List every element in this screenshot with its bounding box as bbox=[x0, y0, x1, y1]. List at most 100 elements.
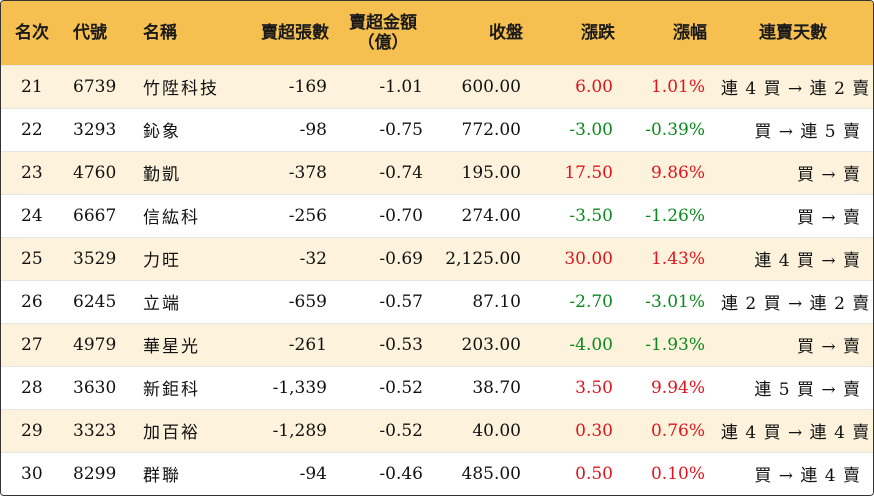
shares-cell: -378 bbox=[288, 162, 327, 183]
consecutive-days-cell: 買 → 連 5 賣 bbox=[754, 122, 861, 142]
change-cell: 17.50 bbox=[564, 162, 613, 183]
change-cell: -3.50 bbox=[569, 205, 613, 226]
close-cell: 203.00 bbox=[461, 334, 521, 355]
name-cell: 加百裕 bbox=[143, 423, 200, 443]
consecutive-days-cell: 買 → 賣 bbox=[796, 208, 861, 228]
table-row: 23 4760 勤凱 -378 -0.74 195.00 17.50 9.86% 買 → 賣 bbox=[1, 151, 873, 194]
close-cell: 274.00 bbox=[461, 205, 521, 226]
change-cell: -4.00 bbox=[569, 334, 613, 355]
close-cell: 195.00 bbox=[461, 162, 521, 183]
rank-cell: 24 bbox=[21, 205, 43, 226]
change-pct-cell: -3.01% bbox=[645, 291, 705, 312]
table-row: 29 3323 加百裕 -1,289 -0.52 40.00 0.30 0.76% 連 4 買 … bbox=[1, 409, 873, 452]
change-pct-cell: 1.01% bbox=[650, 76, 705, 97]
table-row: 27 4979 華星光 -261 -0.53 203.00 -4.00 -1.93% 買 → 賣 bbox=[1, 323, 873, 366]
change-cell: 30.00 bbox=[564, 248, 613, 269]
header-sell-over-amount-line1: 賣超金額 bbox=[349, 12, 417, 33]
close-cell: 485.00 bbox=[461, 463, 521, 484]
table-row: 28 3630 新鉅科 -1,339 -0.52 38.70 3.50 9.94% 連 5 買 … bbox=[1, 366, 873, 409]
rank-cell: 23 bbox=[21, 162, 43, 183]
code-cell: 3293 bbox=[73, 119, 117, 140]
amount-cell: -0.53 bbox=[379, 334, 423, 355]
shares-cell: -261 bbox=[288, 334, 327, 355]
name-cell: 新鉅科 bbox=[143, 380, 200, 400]
name-cell: 群聯 bbox=[143, 466, 181, 487]
header-sell-over-amount-line2: （億） bbox=[357, 32, 409, 53]
header-close: 收盤 bbox=[489, 22, 523, 43]
header-sell-over-amount: 賣超金額 （億） bbox=[335, 1, 431, 65]
code-cell: 6667 bbox=[73, 205, 117, 226]
header-consecutive-days: 連賣天數 bbox=[759, 22, 827, 43]
shares-cell: -169 bbox=[288, 76, 327, 97]
header-row: 名次 代號 名稱 賣超張數 賣超金額 （億） 收盤 漲跌 漲幅 連賣天數 bbox=[1, 1, 873, 65]
change-cell: 6.00 bbox=[575, 76, 613, 97]
rank-cell: 26 bbox=[21, 291, 43, 312]
code-cell: 6245 bbox=[73, 291, 117, 312]
name-cell: 鈊象 bbox=[143, 122, 181, 142]
rank-cell: 29 bbox=[21, 420, 43, 441]
code-cell: 6739 bbox=[73, 76, 117, 97]
close-cell: 600.00 bbox=[461, 76, 521, 97]
rank-cell: 25 bbox=[21, 248, 43, 269]
table-row: 21 6739 竹陞科技 -169 -1.01 600.00 6.00 1.01% 連 4 買 … bbox=[1, 65, 873, 108]
change-pct-cell: 0.10% bbox=[650, 463, 705, 484]
header-code: 代號 bbox=[73, 22, 107, 43]
change-pct-cell: 9.86% bbox=[650, 162, 705, 183]
close-cell: 40.00 bbox=[472, 420, 521, 441]
table-row: 30 8299 群聯 -94 -0.46 485.00 0.50 0.10% 買 → 連 4 賣 bbox=[1, 452, 873, 495]
consecutive-days-cell: 買 → 連 4 賣 bbox=[754, 466, 861, 487]
rank-cell: 27 bbox=[21, 334, 43, 355]
header-change-pct: 漲幅 bbox=[673, 22, 707, 43]
name-cell: 華星光 bbox=[143, 337, 200, 357]
change-cell: 3.50 bbox=[575, 377, 613, 398]
shares-cell: -1,289 bbox=[272, 420, 327, 441]
code-cell: 3323 bbox=[73, 420, 117, 441]
consecutive-days-cell: 買 → 賣 bbox=[796, 165, 861, 185]
code-cell: 3529 bbox=[73, 248, 117, 269]
amount-cell: -0.69 bbox=[379, 248, 423, 269]
rank-cell: 28 bbox=[21, 377, 43, 398]
change-pct-cell: 1.43% bbox=[650, 248, 705, 269]
shares-cell: -659 bbox=[288, 291, 327, 312]
shares-cell: -32 bbox=[299, 248, 327, 269]
amount-cell: -0.75 bbox=[379, 119, 423, 140]
change-cell: -2.70 bbox=[569, 291, 613, 312]
shares-cell: -256 bbox=[288, 205, 327, 226]
consecutive-days-cell: 連 4 買 → 連 2 賣 bbox=[721, 79, 871, 99]
close-cell: 2,125.00 bbox=[445, 248, 521, 269]
code-cell: 8299 bbox=[73, 463, 117, 484]
change-pct-cell: 9.94% bbox=[650, 377, 705, 398]
table-row: 25 3529 力旺 -32 -0.69 2,125.00 30.00 1.43% 連 4 買 … bbox=[1, 237, 873, 280]
code-cell: 4760 bbox=[73, 162, 117, 183]
consecutive-days-cell: 連 5 買 → 賣 bbox=[754, 380, 861, 400]
code-cell: 4979 bbox=[73, 334, 117, 355]
table-row: 22 3293 鈊象 -98 -0.75 772.00 -3.00 -0.39% 買 → 連 5… bbox=[1, 108, 873, 151]
change-pct-cell: -0.39% bbox=[645, 119, 705, 140]
header-name: 名稱 bbox=[143, 22, 177, 43]
rank-cell: 22 bbox=[21, 119, 43, 140]
rank-cell: 30 bbox=[21, 463, 43, 484]
close-cell: 38.70 bbox=[472, 377, 521, 398]
name-cell: 竹陞科技 bbox=[143, 79, 219, 99]
table-body: 21 6739 竹陞科技 -169 -1.01 600.00 6.00 1.01% 連 4 買 … bbox=[1, 65, 873, 495]
header-sell-over-shares: 賣超張數 bbox=[261, 22, 329, 43]
amount-cell: -0.46 bbox=[379, 463, 423, 484]
close-cell: 87.10 bbox=[472, 291, 521, 312]
code-cell: 3630 bbox=[73, 377, 117, 398]
rank-cell: 21 bbox=[21, 76, 43, 97]
change-pct-cell: -1.26% bbox=[645, 205, 705, 226]
change-pct-cell: -1.93% bbox=[645, 334, 705, 355]
name-cell: 力旺 bbox=[143, 251, 181, 271]
name-cell: 勤凱 bbox=[143, 165, 181, 185]
amount-cell: -0.52 bbox=[379, 420, 423, 441]
change-cell: 0.50 bbox=[575, 463, 613, 484]
consecutive-days-cell: 連 4 買 → 賣 bbox=[754, 251, 861, 271]
shares-cell: -1,339 bbox=[272, 377, 327, 398]
amount-cell: -0.74 bbox=[379, 162, 423, 183]
close-cell: 772.00 bbox=[461, 119, 521, 140]
change-cell: -3.00 bbox=[569, 119, 613, 140]
header-rank: 名次 bbox=[15, 22, 49, 43]
change-cell: 0.30 bbox=[575, 420, 613, 441]
table-row: 26 6245 立端 -659 -0.57 87.10 -2.70 -3.01% 連 2 買 →… bbox=[1, 280, 873, 323]
